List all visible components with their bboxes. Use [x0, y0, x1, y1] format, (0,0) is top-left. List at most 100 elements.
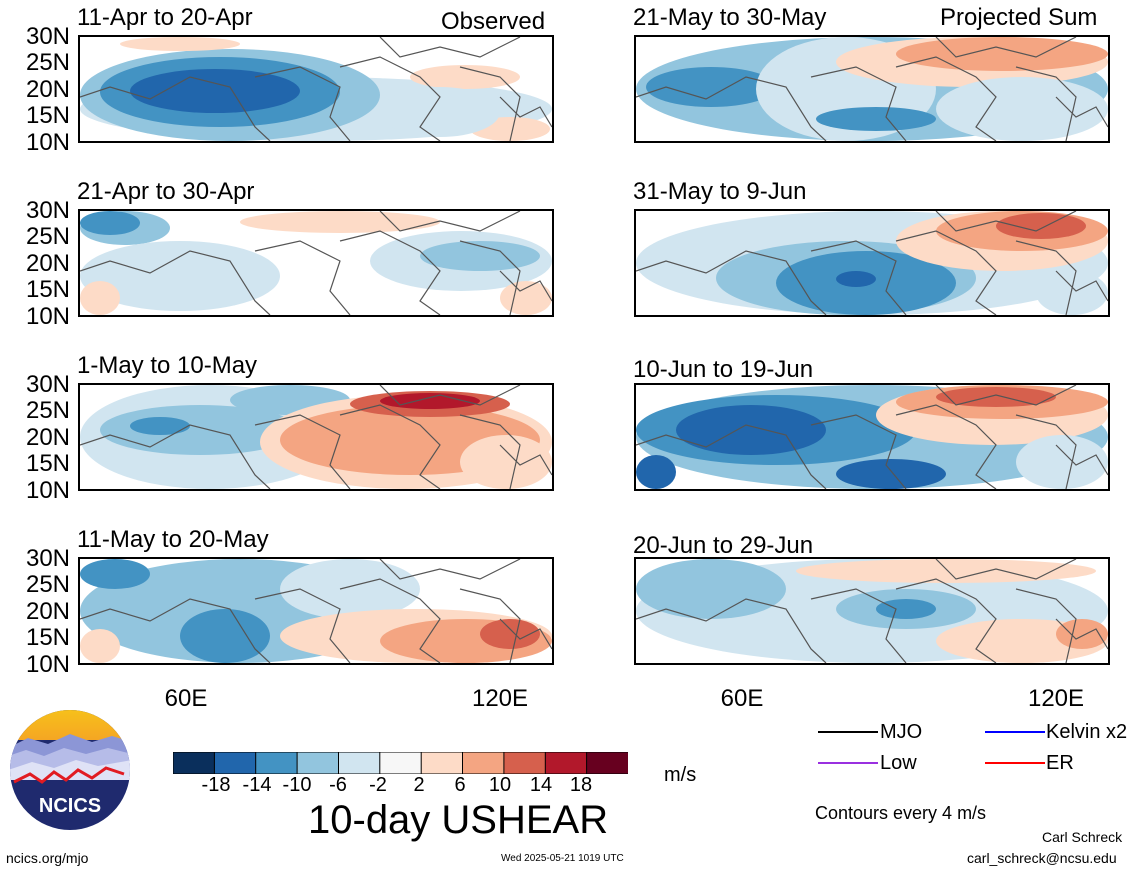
- coastline: [379, 559, 521, 580]
- colorbar-tick-label: -6: [329, 774, 347, 796]
- shading-region: [420, 241, 540, 271]
- coastline: [339, 404, 441, 489]
- coastline: [1015, 588, 1077, 663]
- colorbar-swatch: [379, 752, 423, 774]
- coastline: [339, 56, 441, 141]
- lat-label: 15N: [25, 276, 70, 303]
- map-shading: [80, 37, 552, 141]
- colorbar-swatch: [420, 752, 464, 774]
- lon-label: 60E: [164, 685, 208, 712]
- coastline: [339, 230, 441, 315]
- coastline: [636, 424, 827, 489]
- panel-title: 21-May to 30-May: [633, 4, 827, 31]
- map-panel: [634, 35, 1110, 143]
- coastline: [254, 66, 351, 141]
- lat-label: 10N: [25, 129, 70, 156]
- legend-label-kelvin: Kelvin x2: [1046, 721, 1128, 743]
- footer-url[interactable]: ncics.org/mjo: [6, 850, 89, 866]
- legend-label-mjo: MJO: [880, 721, 923, 743]
- shading-region: [410, 65, 520, 89]
- coastline: [80, 250, 271, 315]
- panel-title: 1-May to 10-May: [77, 352, 258, 379]
- shading-region: [500, 281, 552, 315]
- colorbar-swatch: [503, 752, 547, 774]
- coastline: [636, 76, 827, 141]
- coastline: [80, 76, 271, 141]
- lat-label: 25N: [25, 397, 70, 424]
- panel-title: 20-Jun to 29-Jun: [633, 532, 814, 559]
- shading-region: [836, 459, 946, 489]
- colorbar-tick-label: -14: [242, 774, 272, 796]
- legend-line-mjo: [818, 731, 878, 733]
- coastline: [254, 414, 351, 489]
- projected-sum-label: Projected Sum: [940, 4, 1098, 31]
- coastline: [80, 598, 271, 663]
- coastline: [1015, 240, 1077, 315]
- coastline: [935, 211, 1077, 232]
- coastline: [339, 578, 441, 663]
- shading-region: [130, 417, 190, 435]
- footer-email[interactable]: carl_schreck@ncsu.edu: [967, 850, 1117, 866]
- lon-label: 120E: [471, 685, 529, 712]
- coastline: [810, 588, 907, 663]
- map-shading: [80, 559, 552, 663]
- map-panel: [78, 383, 554, 491]
- lat-label: 25N: [25, 223, 70, 250]
- lat-label: 30N: [25, 197, 70, 224]
- colorbar-tick-label: 18: [569, 774, 593, 796]
- lat-label: 15N: [25, 450, 70, 477]
- shading-region: [100, 405, 300, 455]
- lat-label: 20N: [25, 598, 70, 625]
- coastline: [459, 240, 521, 315]
- lat-label: 25N: [25, 49, 70, 76]
- coastline: [254, 240, 351, 315]
- shading-region: [180, 609, 270, 663]
- coastline: [895, 56, 997, 141]
- coastline: [935, 559, 1077, 580]
- lat-label: 30N: [25, 545, 70, 572]
- map-panel: [634, 383, 1110, 491]
- panel-title: 21-Apr to 30-Apr: [77, 178, 255, 205]
- coastline: [459, 588, 521, 663]
- shading-region: [996, 213, 1086, 239]
- coastline: [1015, 414, 1077, 489]
- shading-region: [1056, 619, 1108, 649]
- shading-region: [636, 455, 676, 489]
- shading-region: [460, 435, 552, 489]
- colorbar-swatch: [462, 752, 505, 774]
- map-shading: [636, 559, 1108, 663]
- coastline: [1055, 96, 1108, 128]
- lon-label: 120E: [1027, 685, 1085, 712]
- shading-region: [80, 211, 140, 235]
- observed-label: Observed: [441, 8, 546, 35]
- lat-label: 20N: [25, 250, 70, 277]
- coastline: [459, 414, 521, 489]
- map-shading: [636, 385, 1108, 489]
- shading-region: [380, 87, 500, 137]
- lon-label: 60E: [720, 685, 764, 712]
- coastline: [935, 385, 1077, 406]
- coastline: [1055, 444, 1108, 476]
- panel-title: 11-Apr to 20-Apr: [77, 4, 253, 31]
- colorbar-swatch: [173, 752, 216, 774]
- lat-label: 20N: [25, 76, 70, 103]
- map-shading: [80, 211, 552, 315]
- colorbar-swatch: [213, 752, 257, 774]
- lat-label: 15N: [25, 102, 70, 129]
- shading-region: [80, 559, 150, 589]
- coastline: [895, 404, 997, 489]
- colorbar-tick-label: 14: [529, 774, 553, 796]
- shading-region: [816, 107, 936, 131]
- coastline: [1015, 66, 1077, 141]
- legend-line-low: [818, 762, 878, 764]
- shading-region: [80, 241, 280, 311]
- shading-region: [1016, 435, 1108, 489]
- shading-region: [480, 619, 540, 649]
- lat-label: 20N: [25, 424, 70, 451]
- logo-text: NCICS: [39, 795, 101, 817]
- shading-region: [120, 37, 240, 51]
- coastline: [499, 96, 552, 128]
- colorbar-tick-label: 2: [413, 774, 425, 796]
- main-title: 10-day USHEAR: [308, 798, 609, 842]
- colorbar-swatch: [296, 752, 340, 774]
